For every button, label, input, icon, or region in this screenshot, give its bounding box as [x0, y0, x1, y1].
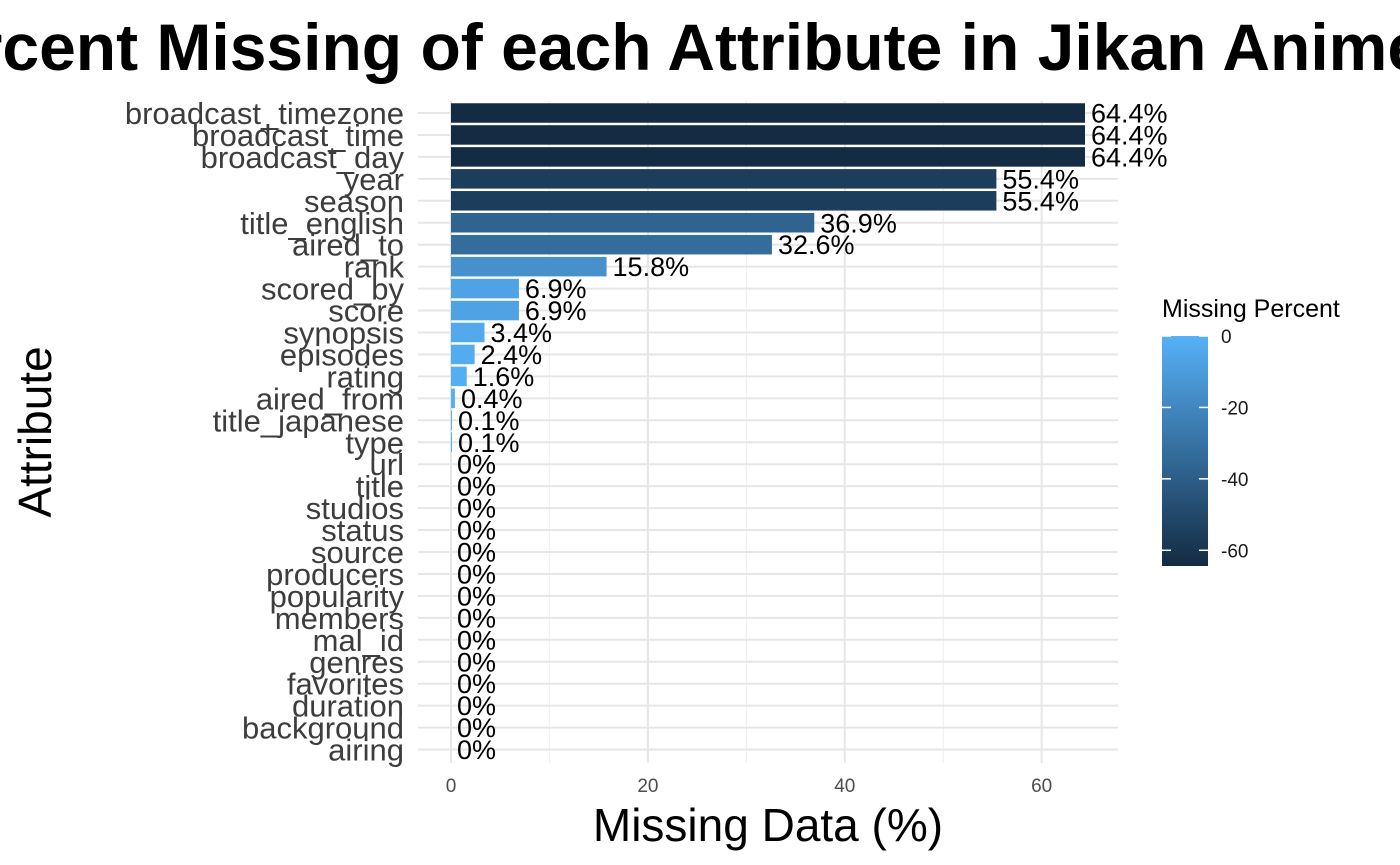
data-label-scored_by: 6.9% [525, 274, 587, 304]
x-tick-label: 0 [446, 776, 457, 797]
bar-broadcast_time [451, 125, 1085, 145]
category-label-rank: rank [344, 250, 405, 285]
category-label-favorites: favorites [287, 667, 404, 702]
data-label-episodes: 2.4% [481, 340, 543, 370]
bars-group [451, 103, 1085, 452]
category-label-source: source [311, 535, 404, 570]
bar-broadcast_timezone [451, 103, 1085, 123]
data-label-url: 0% [457, 450, 496, 480]
bar-rating [451, 366, 467, 387]
legend-title: Missing Percent [1162, 295, 1340, 323]
category-label-studios: studios [306, 491, 404, 526]
data-label-season: 55.4% [1002, 186, 1079, 216]
category-label-type: type [345, 425, 404, 460]
data-label-aired_to: 32.6% [778, 230, 855, 260]
category-label-airing: airing [328, 733, 404, 768]
data-labels-group: 64.4%64.4%64.4%55.4%55.4%36.9%32.6%15.8%… [457, 99, 1168, 766]
category-label-url: url [370, 447, 404, 482]
data-label-genres: 0% [457, 647, 496, 677]
category-label-title: title [356, 469, 404, 504]
legend-tick-label: -40 [1221, 470, 1248, 491]
color-legend: Missing Percent 0 -20 -40 -60 [1162, 295, 1340, 566]
bar-title_english [451, 213, 815, 233]
data-label-favorites: 0% [457, 669, 496, 699]
category-label-members: members [275, 601, 404, 636]
data-label-popularity: 0% [457, 581, 496, 611]
category-label-rating: rating [326, 359, 404, 394]
bar-synopsis [451, 322, 485, 343]
x-axis-title: Missing Data (%) [593, 799, 943, 851]
data-label-broadcast_day: 64.4% [1091, 142, 1168, 172]
data-label-background: 0% [457, 713, 496, 743]
bar-broadcast_day [451, 147, 1085, 167]
data-label-rating: 1.6% [473, 362, 535, 392]
category-label-season: season [304, 184, 404, 219]
data-label-aired_from: 0.4% [461, 384, 523, 414]
bar-episodes [451, 344, 475, 365]
category-label-episodes: episodes [280, 337, 404, 372]
data-label-title_japanese: 0.1% [458, 406, 520, 436]
category-labels-group: broadcast_timezonebroadcast_timebroadcas… [125, 96, 405, 768]
data-label-title_english: 36.9% [820, 208, 897, 238]
chart-title: Percent Missing of each Attribute in Jik… [0, 10, 1400, 84]
data-label-broadcast_timezone: 64.4% [1091, 99, 1168, 129]
data-label-rank: 15.8% [613, 252, 690, 282]
data-label-year: 55.4% [1002, 164, 1079, 194]
category-label-score: score [328, 294, 404, 329]
category-label-aired_to: aired_to [292, 228, 404, 263]
bar-type [451, 432, 452, 452]
category-label-broadcast_day: broadcast_day [201, 140, 405, 175]
y-axis-title: Attribute [9, 346, 61, 517]
category-label-scored_by: scored_by [261, 272, 405, 307]
category-label-mal_id: mal_id [313, 623, 404, 658]
legend-tick-label: 0 [1221, 327, 1232, 348]
bar-year [451, 169, 997, 189]
category-label-producers: producers [266, 557, 404, 592]
category-label-genres: genres [309, 645, 404, 680]
data-label-producers: 0% [457, 559, 496, 589]
legend-tick-label: -20 [1221, 398, 1248, 419]
category-label-background: background [242, 711, 404, 746]
data-label-members: 0% [457, 603, 496, 633]
category-label-duration: duration [292, 689, 404, 724]
data-label-airing: 0% [457, 735, 496, 765]
data-label-broadcast_time: 64.4% [1091, 120, 1168, 150]
category-label-year: year [344, 162, 404, 197]
bar-rank [451, 256, 607, 277]
category-label-broadcast_timezone: broadcast_timezone [125, 96, 404, 131]
x-tick-labels-group: 0 20 40 60 [446, 776, 1053, 797]
x-tick-label: 20 [637, 776, 658, 797]
data-label-type: 0.1% [458, 428, 520, 458]
bar-aired_to [451, 234, 772, 255]
data-label-status: 0% [457, 516, 496, 546]
data-label-title: 0% [457, 472, 496, 502]
legend-tick-label: -60 [1221, 541, 1248, 562]
category-label-broadcast_time: broadcast_time [192, 118, 404, 153]
data-label-source: 0% [457, 538, 496, 568]
bar-aired_from [451, 388, 455, 409]
category-label-synopsis: synopsis [283, 316, 404, 351]
category-label-title_english: title_english [240, 206, 404, 241]
category-label-aired_from: aired_from [256, 381, 404, 416]
bar-score [451, 300, 519, 321]
data-label-duration: 0% [457, 691, 496, 721]
legend-ticks-group: 0 -20 -40 -60 [1162, 327, 1248, 562]
data-label-score: 6.9% [525, 296, 587, 326]
x-tick-label: 40 [834, 776, 855, 797]
category-label-popularity: popularity [270, 579, 405, 614]
bar-scored_by [451, 278, 519, 299]
x-tick-label: 60 [1031, 776, 1052, 797]
category-label-status: status [321, 513, 404, 548]
data-label-synopsis: 3.4% [490, 318, 552, 348]
category-label-title_japanese: title_japanese [213, 403, 404, 438]
data-label-mal_id: 0% [457, 625, 496, 655]
data-label-studios: 0% [457, 494, 496, 524]
legend-colorbar [1162, 336, 1208, 566]
bar-title_japanese [451, 410, 452, 431]
bar-season [451, 191, 997, 211]
